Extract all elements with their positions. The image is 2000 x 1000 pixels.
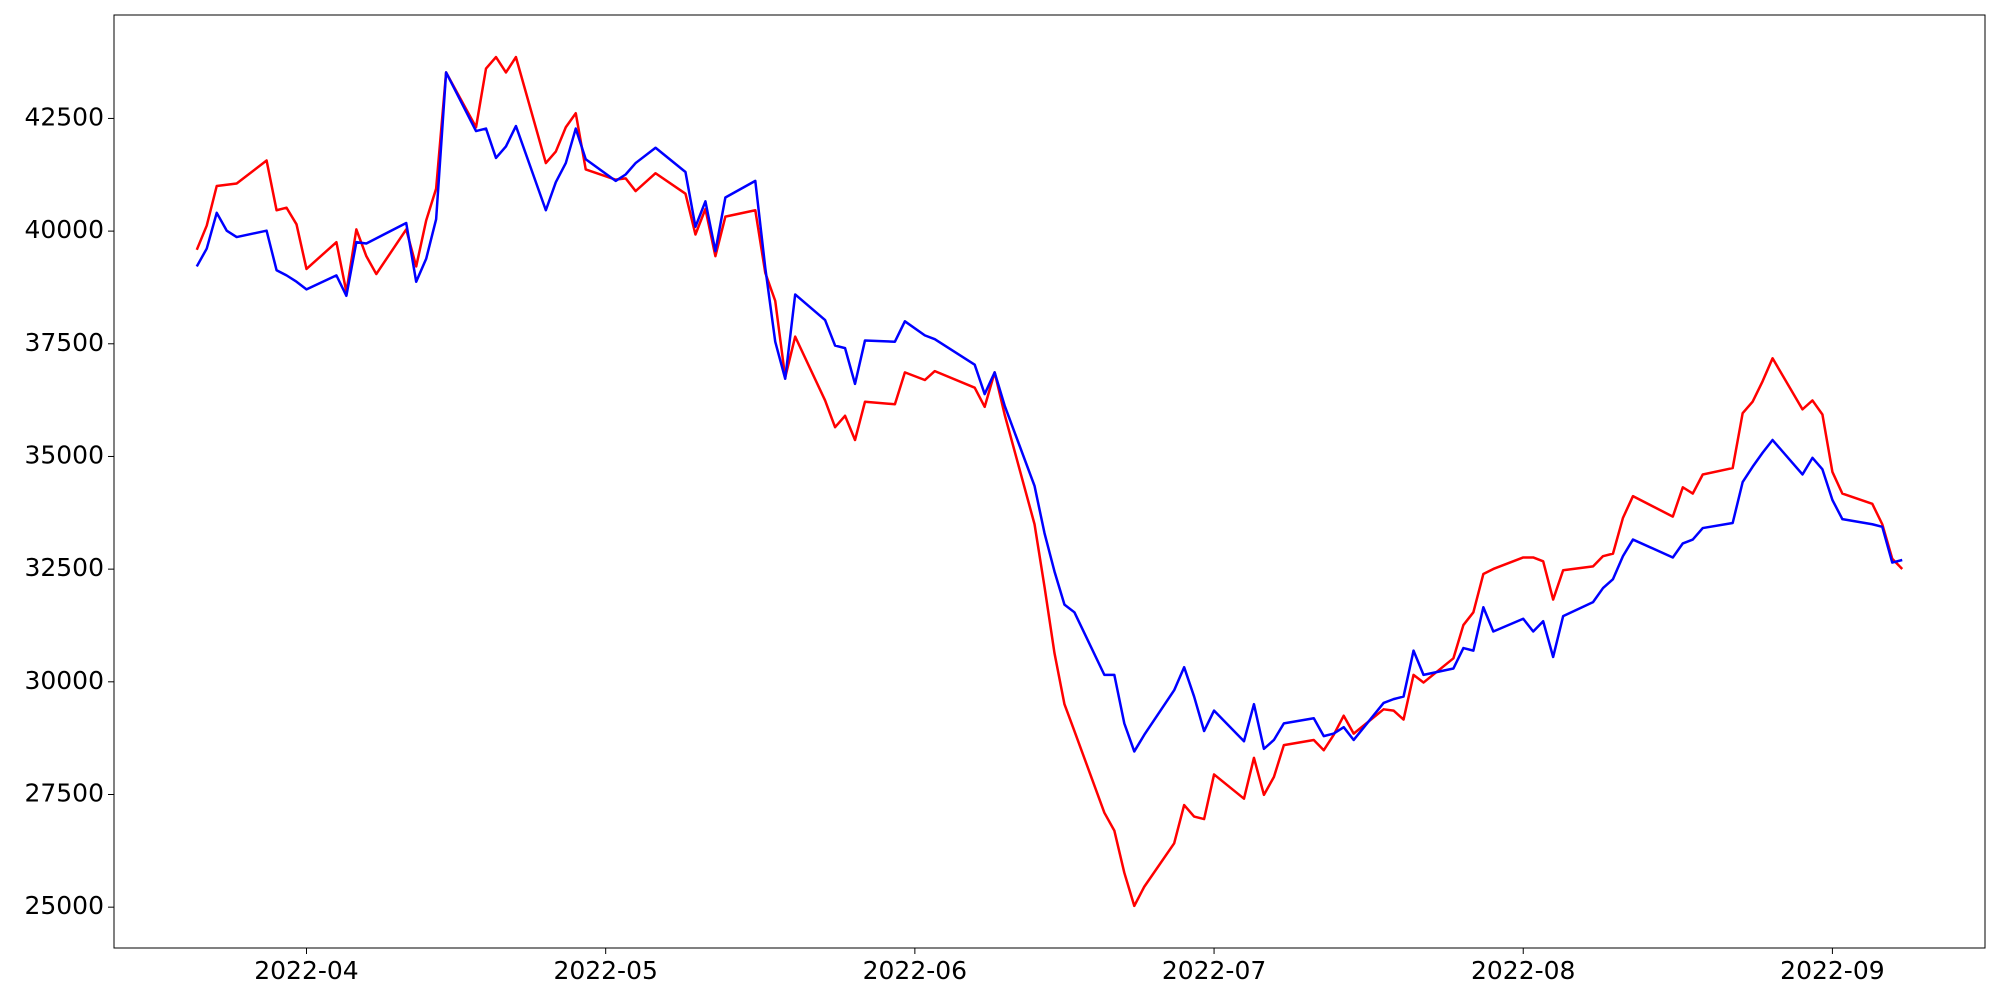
y-tick-label: 35000 — [24, 440, 104, 469]
y-tick-label: 40000 — [24, 215, 104, 244]
x-tick-label: 2022-06 — [863, 956, 967, 985]
plot-frame — [113, 14, 1986, 949]
x-tick-label: 2022-09 — [1780, 956, 1884, 985]
x-tick-label: 2022-04 — [254, 956, 358, 985]
y-tick-label: 37500 — [24, 328, 104, 357]
x-tick-label: 2022-08 — [1471, 956, 1575, 985]
x-tick-label: 2022-07 — [1162, 956, 1266, 985]
line-series — [195, 71, 1903, 753]
y-tick-label: 30000 — [24, 666, 104, 695]
y-tick-label: 32500 — [24, 553, 104, 582]
y-tick-label: 25000 — [24, 891, 104, 920]
y-tick-label: 42500 — [24, 102, 104, 131]
x-tick-label: 2022-05 — [553, 956, 657, 985]
y-tick-label: 27500 — [24, 778, 104, 807]
line-series — [195, 55, 1904, 908]
